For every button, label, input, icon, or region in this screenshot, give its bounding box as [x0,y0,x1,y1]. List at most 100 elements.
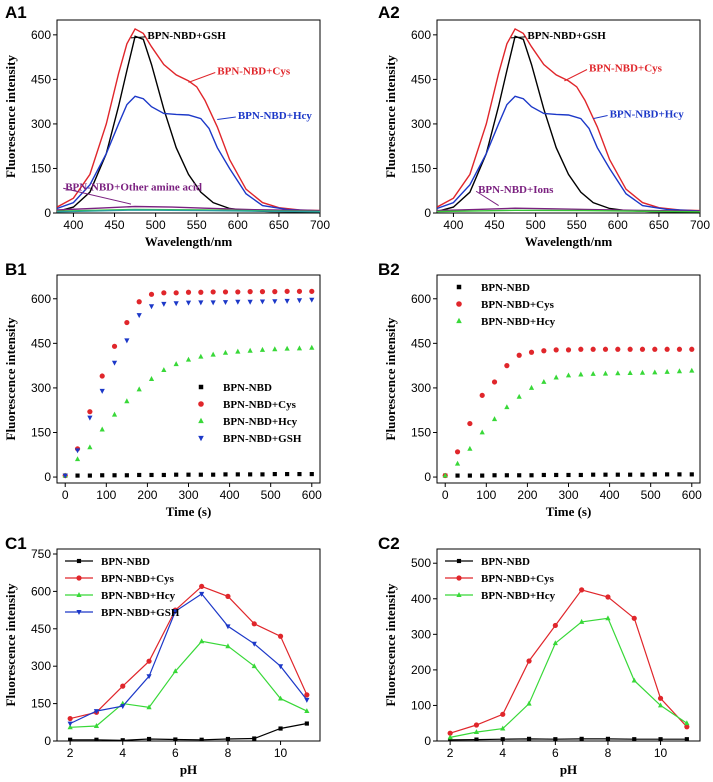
data-point [526,700,532,706]
data-point [172,668,178,674]
y-tick-label: 100 [411,698,431,712]
x-tick-label: 6 [552,746,559,760]
data-point [304,721,309,726]
data-point [161,301,167,307]
series-line [57,27,320,212]
plot-frame [56,274,321,484]
data-point [309,297,315,303]
data-point [689,472,694,477]
legend-marker [198,435,204,442]
data-point [247,299,253,305]
data-point [94,737,99,741]
x-tick-label: 2 [447,746,454,760]
data-point [67,721,73,727]
panel-b2: B2 0 100 200 300 400 500 600 0 150 300 450 600 Time (… [378,260,702,519]
series-bpn-nbd-cys [62,288,315,479]
data-point [657,695,664,701]
data-point [602,370,609,376]
data-point [277,695,284,701]
data-point [210,300,216,306]
data-point [689,367,695,373]
data-point [631,677,637,683]
data-point [174,472,179,477]
data-point [664,346,670,352]
data-point [136,299,142,305]
data-point [235,472,240,477]
data-point [161,367,167,373]
x-tick-label: 6 [172,746,179,760]
data-point [467,445,473,451]
data-layer [62,288,315,479]
series-bpn-nbd-cys [67,583,310,722]
data-point [578,371,584,377]
data-point [111,411,118,417]
data-point [87,409,93,415]
y-tick-label: 0 [424,206,431,220]
legend-label: BPN-NBD [223,382,272,394]
data-point [259,299,266,305]
legend-label: BPN-NBD+Cys [481,573,555,585]
y-tick-label: 500 [411,556,431,570]
data-point [136,313,142,319]
y-tick-label: 0 [44,470,51,484]
series-line [57,95,320,212]
data-point [251,663,257,669]
data-point [260,472,265,477]
x-tick-label: 600 [228,218,248,232]
series-line [437,27,700,212]
data-point [664,368,670,374]
data-point [75,473,80,478]
data-point [251,621,257,627]
legend-marker [456,301,462,307]
data-point [552,640,558,646]
data-point [500,711,506,717]
panel-label: C2 [378,534,400,553]
data-point [111,343,118,349]
panel-label: B1 [5,260,27,279]
data-point [278,726,283,731]
data-point [541,378,547,384]
x-tick-label: 700 [310,218,330,232]
data-point [272,289,278,295]
legend-marker [198,401,204,407]
data-point [277,633,284,639]
data-point [74,448,81,454]
data-point [297,472,302,477]
data-point [124,338,130,344]
series-line [70,585,308,720]
x-tick-label: 650 [649,218,669,232]
data-point [186,472,191,477]
data-point [146,674,152,680]
data-point [198,300,204,306]
series-line [450,738,687,741]
data-point [602,346,609,352]
data-point [591,472,596,477]
y-tick-label: 450 [31,622,51,636]
data-point [222,289,229,295]
data-point [93,709,100,715]
data-point [304,708,310,714]
x-tick-label: 700 [690,218,710,232]
x-tick-label: 100 [476,488,496,502]
data-point [111,360,118,366]
annotation-label: BPN-NBD+Cys [217,65,291,77]
legend-marker [76,558,82,564]
panel-a1: A1 400 450 500 550 600 650 700 0 150 300 450 600 Wave… [3,3,330,249]
data-point [223,472,228,477]
data-point [136,386,142,392]
data-point [146,658,152,664]
data-point [120,738,125,741]
data-point [284,345,290,351]
data-point [665,472,670,477]
series-bpn-nbd-cys [57,27,320,212]
data-point [628,472,633,477]
y-tick-label: 150 [411,425,431,439]
annotation-label: BPN-NBD+Other amine acid [65,181,202,193]
data-point [631,615,637,621]
data-point [304,692,310,698]
series-bpn-nbd [63,472,314,478]
y-tick-label: 300 [31,659,51,673]
series-baseline-green [437,209,700,213]
plot-frame [56,19,321,214]
